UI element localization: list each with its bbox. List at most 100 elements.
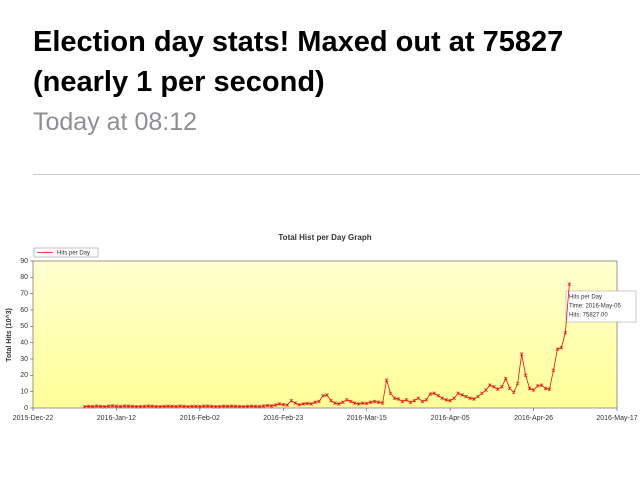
point-marker (142, 404, 147, 409)
point-marker (376, 400, 381, 405)
point-marker (205, 404, 210, 408)
point-marker (301, 402, 305, 406)
point-marker (523, 373, 528, 378)
point-marker (476, 394, 480, 399)
point-marker (249, 404, 254, 409)
point-marker (221, 404, 226, 409)
y-tick-label: 20 (20, 372, 28, 379)
x-tick-label: 2016-Feb-23 (263, 415, 303, 422)
point-marker (174, 404, 178, 409)
point-marker (404, 398, 409, 402)
point-marker (162, 404, 166, 409)
point-marker (325, 393, 329, 397)
x-tick-label: 2016-Mar-15 (347, 415, 387, 422)
post-title: Election day stats! Maxed out at 75827 (… (33, 26, 564, 98)
point-marker (194, 404, 198, 409)
point-marker (190, 404, 194, 409)
point-marker (372, 399, 377, 404)
point-marker (198, 404, 202, 409)
point-marker (515, 381, 520, 386)
point-marker (436, 393, 441, 398)
x-tick-label: 2016-Jan-12 (97, 415, 136, 422)
point-marker (349, 399, 353, 404)
post-time: Today at 08:12 (33, 108, 198, 136)
point-marker (186, 404, 190, 409)
separator (33, 174, 640, 175)
point-marker (511, 390, 516, 395)
point-marker (499, 384, 504, 389)
point-marker (456, 391, 460, 396)
tooltip-hits: Hits: 75827.00 (569, 313, 608, 319)
point-marker (269, 404, 274, 408)
point-marker (364, 401, 369, 406)
point-marker (539, 383, 544, 387)
point-marker (559, 345, 564, 350)
point-marker (480, 391, 484, 396)
point-marker (384, 378, 389, 383)
legend-label: Hits per Day (57, 251, 90, 257)
point-marker (237, 404, 242, 409)
tooltip-title: Hits per Day (569, 295, 602, 301)
point-marker (380, 401, 385, 405)
point-marker (360, 401, 365, 405)
tooltip-time: Time: 2016-May-05 (569, 304, 621, 310)
point-marker (345, 398, 349, 402)
y-tick-label: 80 (20, 274, 28, 281)
point-marker (356, 402, 361, 406)
chart-title: Total Hist per Day Graph (278, 233, 371, 242)
point-marker (341, 400, 345, 405)
legend-box (33, 247, 99, 258)
point-marker (106, 404, 111, 409)
point-marker (289, 398, 294, 403)
chart: Total Hist per Day Graph Total Hits (10^… (5, 233, 638, 422)
point-marker (158, 404, 162, 409)
point-marker (118, 404, 123, 409)
x-tick-label: 2016-Apr-26 (514, 415, 553, 422)
point-marker (261, 404, 266, 408)
point-marker (213, 404, 218, 409)
point-marker (444, 398, 448, 402)
point-marker (94, 404, 99, 408)
point-marker (352, 401, 357, 405)
point-marker (138, 404, 143, 409)
point-marker (257, 404, 262, 409)
point-marker (337, 402, 341, 406)
point-marker (452, 396, 456, 401)
point-marker (321, 393, 325, 398)
point-marker (170, 404, 174, 409)
tooltip: Hits per Day Time: 2016-May-05 Hits: 758… (565, 290, 637, 323)
point-marker (273, 403, 278, 407)
point-marker (154, 404, 158, 409)
point-marker (551, 368, 556, 373)
plot-area (32, 260, 618, 409)
point-marker (90, 404, 95, 409)
point-marker (245, 404, 250, 409)
y-tick-label: 40 (20, 340, 28, 347)
point-marker (253, 404, 258, 409)
point-marker (396, 397, 401, 401)
point-marker (424, 398, 429, 402)
point-marker (527, 386, 532, 391)
point-marker (329, 398, 333, 403)
point-marker (150, 404, 154, 409)
point-marker (519, 352, 524, 356)
point-marker (126, 404, 131, 409)
point-marker (563, 331, 568, 335)
point-marker (547, 387, 552, 392)
point-marker (217, 404, 222, 409)
point-marker (202, 404, 206, 409)
point-marker (178, 404, 182, 408)
x-tick-label: 2016-May-17 (596, 415, 637, 422)
point-marker (448, 398, 452, 403)
point-marker (488, 383, 492, 387)
y-tick-label: 0 (24, 405, 28, 412)
point-marker (209, 404, 214, 409)
point-marker (388, 391, 393, 396)
point-marker (277, 402, 282, 406)
point-marker (420, 399, 425, 404)
y-tick-label: 70 (20, 291, 28, 298)
point-marker (233, 404, 238, 409)
point-marker (507, 386, 512, 391)
point-marker (130, 404, 135, 409)
